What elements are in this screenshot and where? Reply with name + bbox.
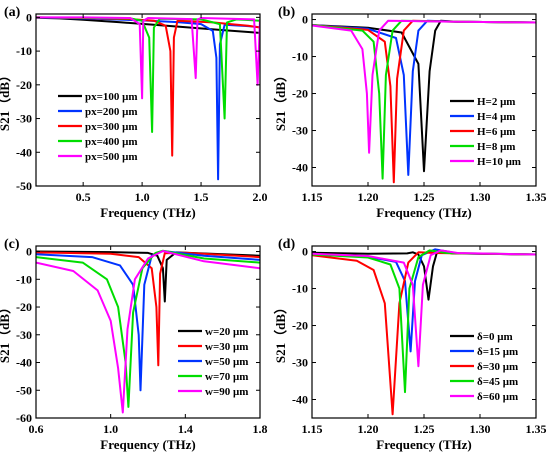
y-tick-label: 0 xyxy=(26,10,32,24)
y-tick-label: -10 xyxy=(292,282,308,296)
legend-label: H=6 μm xyxy=(477,126,515,138)
x-tick-label: 0.5 xyxy=(76,190,91,204)
y-tick-label: -20 xyxy=(16,78,32,92)
legend-label: δ=15 μm xyxy=(477,346,518,358)
x-tick-label: 1.20 xyxy=(358,422,379,436)
chart-panel-3: 0.6 1.0 1.4 1.8 0 -10 -20 -30 -40 -50 -60 Frequency… xyxy=(0,237,268,452)
x-tick-label: 1.0 xyxy=(103,422,118,436)
x-tick-label: 2.0 xyxy=(253,190,268,204)
series-line-5 xyxy=(36,16,260,100)
x-tick-label: 1.15 xyxy=(302,422,323,436)
y-axis-label: S21（dB） xyxy=(0,301,12,363)
legend-label: H=4 μm xyxy=(477,111,515,123)
series-line-4 xyxy=(36,16,260,133)
series-line-1 xyxy=(36,250,260,303)
legend-label: δ=60 μm xyxy=(477,391,518,403)
x-tick-label: 1.0 xyxy=(135,190,150,204)
y-tick-label: -50 xyxy=(16,179,32,193)
series-line-5 xyxy=(312,19,536,154)
x-tick-label: 1.25 xyxy=(414,422,435,436)
y-axis-label: S21（dB） xyxy=(0,69,12,131)
panel-label: (d) xyxy=(278,237,295,252)
y-tick-label: -30 xyxy=(292,124,308,138)
y-tick-label: -10 xyxy=(292,50,308,64)
legend-label: w=50 μm xyxy=(205,356,248,368)
y-tick-label: 0 xyxy=(302,245,308,259)
y-tick-label: -20 xyxy=(292,87,308,101)
legend-label: δ=30 μm xyxy=(477,361,518,373)
legend-label: δ=0 μm xyxy=(477,331,513,343)
x-axis-label: Frequency (THz) xyxy=(376,437,471,452)
legend: H=2 μm H=4 μm H=6 μm H=8 μm H=10 μm xyxy=(450,96,521,168)
legend-label: w=70 μm xyxy=(205,371,248,383)
legend-label: δ=45 μm xyxy=(477,376,518,388)
legend-label: px=100 μm xyxy=(85,91,138,103)
legend-label: px=400 μm xyxy=(85,136,138,148)
y-tick-label: -30 xyxy=(16,112,32,126)
y-tick-label: -20 xyxy=(292,319,308,333)
chart-panel-1: 0.5 1.0 1.5 2.0 0 -10 -20 -30 -40 -50 Frequency (T… xyxy=(0,5,268,220)
y-tick-label: -10 xyxy=(16,272,32,286)
y-tick-label: 0 xyxy=(26,245,32,259)
x-axis-label: Frequency (THz) xyxy=(100,205,195,220)
y-tick-label: -20 xyxy=(16,300,32,314)
y-tick-label: -10 xyxy=(16,44,32,58)
legend-label: H=2 μm xyxy=(477,96,515,108)
x-tick-label: 1.35 xyxy=(526,422,547,436)
y-tick-label: -50 xyxy=(16,383,32,397)
y-axis-label: S21（dB） xyxy=(273,69,288,131)
chart-panel-2: 1.15 1.20 1.25 1.30 1.35 0 -10 -20 -30 -40 Frequen… xyxy=(273,5,547,220)
y-tick-label: -40 xyxy=(16,356,32,370)
y-tick-label: 0 xyxy=(302,13,308,27)
legend: px=100 μm px=200 μm px=300 μm px=400 μm px=5… xyxy=(58,91,138,163)
series-line-5 xyxy=(36,250,260,414)
y-tick-label: -40 xyxy=(292,161,308,175)
panel-label: (c) xyxy=(4,237,20,252)
legend-label: px=300 μm xyxy=(85,121,138,133)
series-line-5 xyxy=(312,249,536,368)
x-tick-label: 1.20 xyxy=(358,190,379,204)
series-line-1 xyxy=(312,249,536,301)
x-tick-label: 1.5 xyxy=(194,190,209,204)
x-axis-label: Frequency (THz) xyxy=(100,437,195,452)
series-line-3 xyxy=(36,250,260,392)
plot-frame xyxy=(35,245,261,419)
panel-label: (a) xyxy=(4,5,21,20)
x-tick-label: 1.25 xyxy=(414,190,435,204)
legend-label: px=500 μm xyxy=(85,151,138,163)
legend-label: H=8 μm xyxy=(477,141,515,153)
legend-label: w=90 μm xyxy=(205,386,248,398)
y-tick-label: -30 xyxy=(16,328,32,342)
x-tick-label: 1.15 xyxy=(302,190,323,204)
y-tick-label: -30 xyxy=(292,356,308,370)
chart-panel-4: 1.15 1.20 1.25 1.30 1.35 0 -10 -20 -30 -40 Frequen… xyxy=(273,237,547,452)
y-tick-label: -60 xyxy=(16,411,32,425)
x-axis-label: Frequency (THz) xyxy=(376,205,471,220)
legend-label: px=200 μm xyxy=(85,106,138,118)
y-axis-label: S21（dB） xyxy=(273,301,288,363)
x-tick-label: 1.35 xyxy=(526,190,547,204)
legend: δ=0 μm δ=15 μm δ=30 μm δ=45 μm δ=60 μm xyxy=(450,331,518,403)
legend-label: w=30 μm xyxy=(205,341,248,353)
plot-frame xyxy=(35,13,261,187)
x-tick-label: 1.30 xyxy=(470,422,491,436)
panel-label: (b) xyxy=(278,5,295,20)
x-tick-label: 1.8 xyxy=(253,422,268,436)
legend-label: w=20 μm xyxy=(205,326,248,338)
x-tick-label: 0.6 xyxy=(29,422,44,436)
legend-label: H=10 μm xyxy=(477,156,521,168)
x-tick-label: 1.4 xyxy=(178,422,193,436)
y-tick-label: -40 xyxy=(292,393,308,407)
x-tick-label: 1.30 xyxy=(470,190,491,204)
legend: w=20 μm w=30 μm w=50 μm w=70 μm w=90 μm xyxy=(178,326,248,398)
y-tick-label: -40 xyxy=(16,145,32,159)
